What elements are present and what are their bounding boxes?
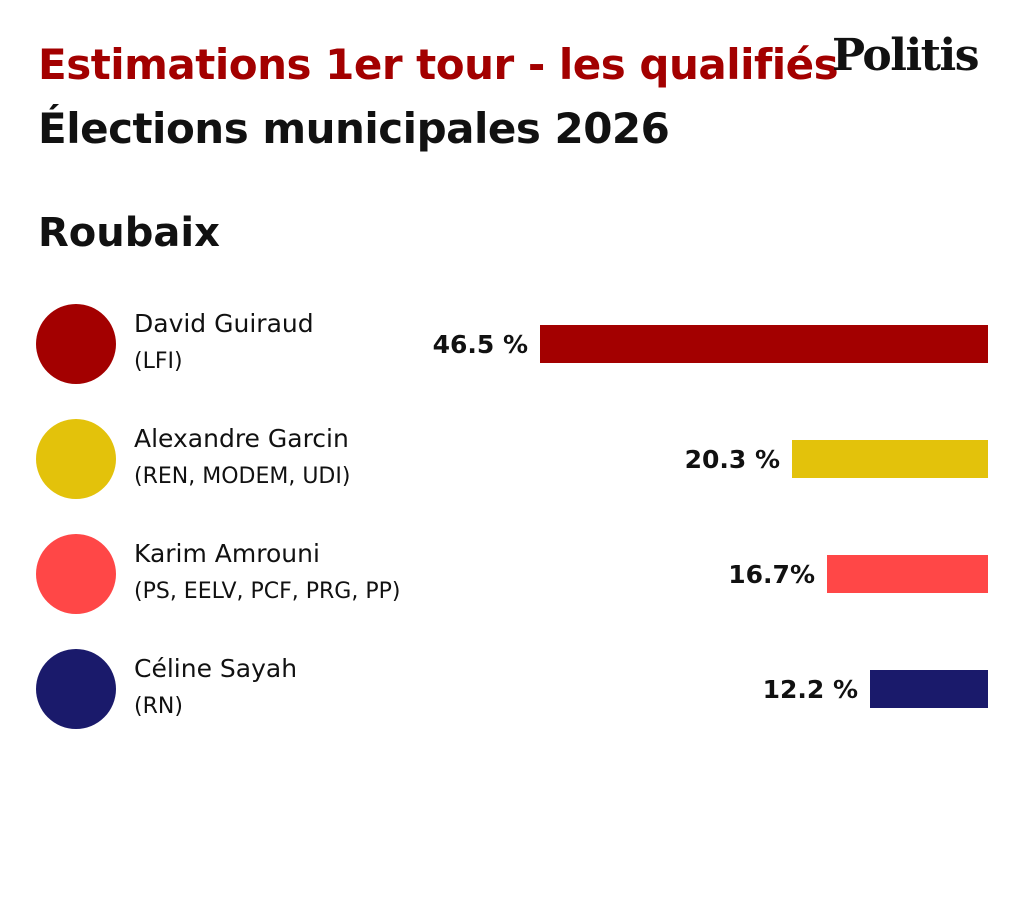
- candidate-party: (RN): [134, 694, 183, 719]
- city-heading: Roubaix: [38, 210, 220, 256]
- result-value-label: 16.7%: [728, 560, 815, 589]
- result-value-label: 20.3 %: [685, 445, 780, 474]
- candidate-color-dot: [36, 304, 116, 384]
- result-value-label: 46.5 %: [433, 330, 528, 359]
- politis-logo: Politis: [832, 30, 980, 81]
- result-value-label: 12.2 %: [763, 675, 858, 704]
- result-bar: [827, 555, 988, 593]
- candidate-name: Alexandre Garcin: [134, 424, 349, 453]
- candidate-color-dot: [36, 419, 116, 499]
- candidate-name: David Guiraud: [134, 309, 314, 338]
- candidate-name: Céline Sayah: [134, 654, 297, 683]
- candidate-party: (LFI): [134, 349, 183, 374]
- chart-title: Estimations 1er tour - les qualifiés: [38, 40, 839, 89]
- candidate-color-dot: [36, 649, 116, 729]
- result-bar: [870, 670, 988, 708]
- candidate-name: Karim Amrouni: [134, 539, 320, 568]
- chart-subtitle: Élections municipales 2026: [38, 104, 670, 153]
- candidate-party: (REN, MODEM, UDI): [134, 464, 350, 489]
- result-bar: [792, 440, 988, 478]
- candidate-party: (PS, EELV, PCF, PRG, PP): [134, 579, 400, 604]
- candidate-color-dot: [36, 534, 116, 614]
- result-bar: [540, 325, 988, 363]
